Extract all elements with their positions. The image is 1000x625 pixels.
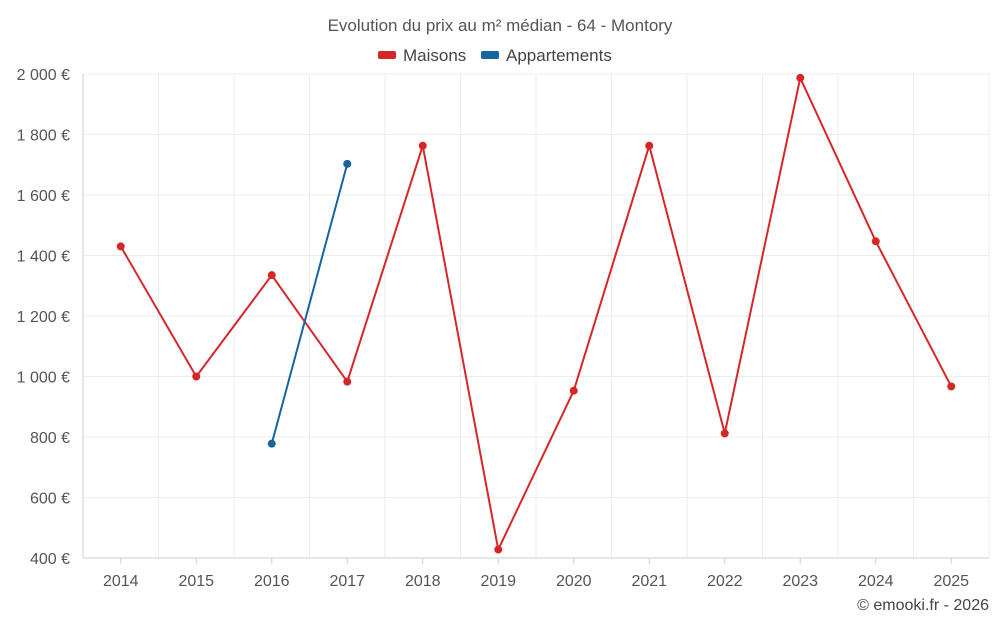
data-point-maisons[interactable] bbox=[645, 141, 654, 150]
y-tick-label: 400 € bbox=[30, 551, 70, 568]
y-tick-label: 800 € bbox=[30, 430, 70, 447]
data-point-maisons[interactable] bbox=[192, 372, 201, 381]
x-tick-label: 2019 bbox=[480, 573, 516, 590]
x-tick-label: 2015 bbox=[178, 573, 214, 590]
x-tick-label: 2014 bbox=[103, 573, 139, 590]
data-point-maisons[interactable] bbox=[494, 545, 503, 554]
x-tick-label: 2025 bbox=[933, 573, 969, 590]
legend-item-appartements[interactable]: Appartements bbox=[481, 46, 612, 65]
data-point-maisons[interactable] bbox=[871, 237, 880, 246]
series-line-appartements bbox=[270, 163, 349, 444]
data-point-maisons[interactable] bbox=[343, 377, 352, 386]
data-point-appartements[interactable] bbox=[343, 159, 352, 168]
y-tick-label: 600 € bbox=[30, 491, 70, 508]
x-tick-label: 2016 bbox=[254, 573, 290, 590]
x-tick-label: 2021 bbox=[631, 573, 667, 590]
legend-item-maisons[interactable]: Maisons bbox=[378, 46, 466, 65]
chart-title: Evolution du prix au m² médian - 64 - Mo… bbox=[328, 16, 673, 35]
x-tick-label: 2024 bbox=[858, 573, 894, 590]
grid bbox=[83, 73, 990, 558]
x-tick-label: 2020 bbox=[556, 573, 592, 590]
y-tick-label: 1 600 € bbox=[17, 188, 70, 205]
y-tick-label: 2 000 € bbox=[17, 67, 70, 84]
y-tick-label: 1 200 € bbox=[17, 309, 70, 326]
data-point-maisons[interactable] bbox=[418, 141, 427, 150]
x-tick-label: 2017 bbox=[329, 573, 365, 590]
legend-label-maisons: Maisons bbox=[403, 46, 466, 65]
x-tick-label: 2023 bbox=[782, 573, 818, 590]
x-tick-label: 2022 bbox=[707, 573, 743, 590]
y-tick-label: 1 800 € bbox=[17, 128, 70, 145]
y-tick-label: 1 400 € bbox=[17, 249, 70, 266]
legend-swatch-appartements bbox=[481, 51, 499, 59]
data-point-appartements[interactable] bbox=[267, 439, 276, 448]
legend-label-appartements: Appartements bbox=[506, 46, 612, 65]
legend: Maisons Appartements bbox=[378, 46, 612, 65]
x-tick-label: 2018 bbox=[405, 573, 441, 590]
data-point-maisons[interactable] bbox=[569, 386, 578, 395]
x-axis-ticks: 2014 2015 2016 2017 2018 2019 2020 2021 2022 2023… bbox=[103, 558, 969, 590]
axes bbox=[82, 74, 989, 559]
series-line-maisons bbox=[119, 76, 953, 551]
data-point-maisons[interactable] bbox=[947, 382, 956, 391]
y-axis-ticks: 2 000 € 1 800 € 1 600 € 1 400 € 1 200 € 1 000… bbox=[17, 67, 70, 568]
data-point-maisons[interactable] bbox=[116, 242, 125, 251]
credit-text: © emooki.fr - 2026 bbox=[857, 597, 989, 614]
data-point-maisons[interactable] bbox=[720, 429, 729, 438]
series bbox=[116, 73, 956, 554]
data-point-maisons[interactable] bbox=[267, 271, 276, 280]
legend-swatch-maisons bbox=[378, 51, 396, 59]
series-appartements bbox=[267, 159, 352, 448]
series-maisons bbox=[116, 73, 956, 554]
y-tick-label: 1 000 € bbox=[17, 370, 70, 387]
data-point-maisons[interactable] bbox=[796, 73, 805, 82]
